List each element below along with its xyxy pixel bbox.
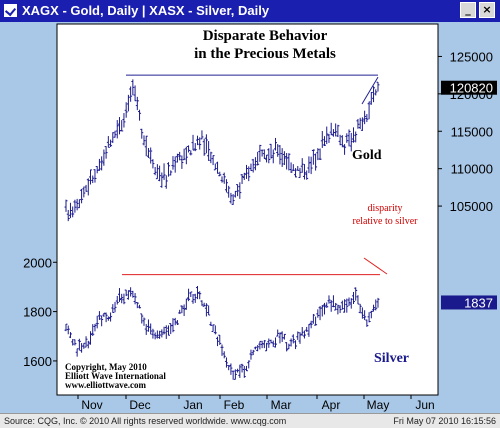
x-tick-label: Dec: [129, 398, 150, 412]
disparity-annotation: disparity relative to silver: [353, 203, 419, 227]
gold-series-label: Gold: [352, 148, 382, 163]
source-text: Source: CQG, Inc. © 2010 All rights rese…: [4, 416, 287, 426]
minimize-button[interactable]: _: [460, 2, 476, 18]
timestamp-text: Fri May 07 2010 16:15:56: [393, 416, 496, 426]
gold-price-bars: [64, 79, 380, 222]
silver-price-bars: [64, 285, 380, 380]
silver-y-tick-label: 2000: [23, 255, 52, 270]
silver-y-tick-label: 1800: [23, 305, 52, 320]
gold-y-tick-label: 110000: [451, 162, 493, 177]
checkmark-icon[interactable]: [4, 4, 17, 17]
copyright-text: Copyright, May 2010 Elliott Wave Internat…: [65, 362, 166, 390]
x-tick-label: Apr: [322, 398, 341, 412]
silver-trend-line: [363, 257, 388, 275]
x-tick-label: Jun: [415, 398, 434, 412]
silver-y-tick-label: 1600: [23, 354, 52, 369]
gold-last-price-box: [441, 80, 497, 95]
silver-last-price-box: [441, 295, 497, 310]
gold-y-tick-label: 115000: [451, 124, 493, 139]
status-footer: Source: CQG, Inc. © 2010 All rights rese…: [0, 413, 500, 428]
gold-y-tick-label: 105000: [450, 199, 493, 214]
x-tick-label: May: [367, 398, 390, 412]
x-tick-label: Feb: [224, 398, 245, 412]
x-tick-label: Jan: [183, 398, 202, 412]
x-tick-label: Mar: [271, 398, 292, 412]
silver-series-label: Silver: [374, 351, 409, 366]
close-button[interactable]: ×: [479, 2, 495, 18]
chart-labels: 120820 1837 Disparate Behavior in the Preci…: [65, 28, 497, 390]
silver-last-price-label: 1837: [464, 295, 493, 310]
gold-last-price-label: 120820: [450, 81, 493, 96]
plot-area: [56, 23, 439, 396]
x-tick-label: Nov: [81, 398, 102, 412]
chart-title: Disparate Behavior in the Precious Metals: [194, 28, 336, 62]
price-chart: 1050001100001150001200001250001600180020…: [23, 23, 497, 412]
gold-y-tick-label: 125000: [450, 49, 493, 64]
window-titlebar: XAGX - Gold, Daily | XASX - Silver, Dail…: [0, 0, 500, 22]
gold-trend-line: [361, 76, 379, 105]
window-title: XAGX - Gold, Daily | XASX - Silver, Dail…: [22, 3, 270, 18]
